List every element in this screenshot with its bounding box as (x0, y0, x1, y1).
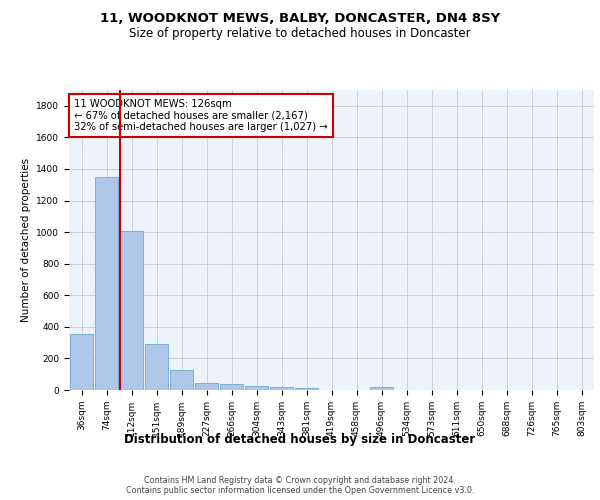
Text: Contains HM Land Registry data © Crown copyright and database right 2024.
Contai: Contains HM Land Registry data © Crown c… (126, 476, 474, 495)
Bar (95, 177, 118, 390)
Bar (295, 388, 318, 390)
Bar (70, 334, 93, 390)
Text: Distribution of detached houses by size in Doncaster: Distribution of detached houses by size … (124, 432, 476, 446)
Y-axis label: Number of detached properties: Number of detached properties (21, 158, 31, 322)
Text: 11, WOODKNOT MEWS, BALBY, DONCASTER, DN4 8SY: 11, WOODKNOT MEWS, BALBY, DONCASTER, DN4… (100, 12, 500, 26)
Bar (195, 384, 218, 390)
Bar (270, 387, 293, 390)
Bar (245, 386, 268, 390)
Text: 11 WOODKNOT MEWS: 126sqm
← 67% of detached houses are smaller (2,167)
32% of sem: 11 WOODKNOT MEWS: 126sqm ← 67% of detach… (74, 99, 328, 132)
Bar (120, 230, 143, 390)
Bar (170, 370, 193, 390)
Bar (145, 344, 168, 390)
Text: Size of property relative to detached houses in Doncaster: Size of property relative to detached ho… (129, 28, 471, 40)
Bar (220, 384, 243, 390)
Bar (370, 387, 393, 390)
